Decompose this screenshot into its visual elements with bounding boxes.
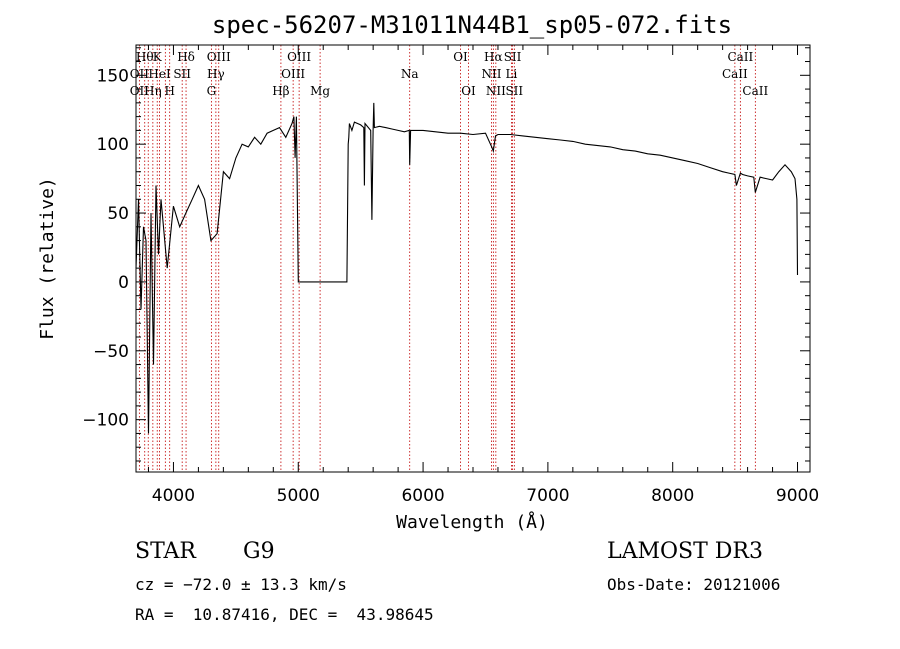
spectral-subclass: G9 bbox=[243, 539, 275, 564]
spectral-line-label: OI bbox=[453, 50, 468, 64]
x-axis-ticks: 4000 5000 6000 7000 8000 9000 bbox=[147, 45, 819, 506]
spectral-line-label: G bbox=[207, 84, 217, 98]
spectral-line-label: Hγ bbox=[207, 67, 225, 81]
spectral-line-label: Hβ bbox=[272, 84, 289, 98]
x-tick-label: 6000 bbox=[401, 486, 444, 506]
spectral-line-label: K bbox=[153, 50, 163, 64]
spectral-line-label: Na bbox=[401, 67, 419, 81]
obs-date: Obs-Date: 20121006 bbox=[607, 575, 781, 594]
x-tick-label: 8000 bbox=[651, 486, 694, 506]
y-tick-label: 50 bbox=[107, 204, 129, 224]
spectral-line-label: NII bbox=[481, 67, 501, 81]
spectral-line-label: OII bbox=[130, 84, 150, 98]
spectral-line-label: Hη bbox=[144, 84, 162, 98]
x-axis-label: Wavelength (Å) bbox=[396, 511, 548, 533]
spectral-line-label: H bbox=[164, 84, 174, 98]
spectral-line-label: Hθ bbox=[136, 50, 154, 64]
spectral-line-label: SII bbox=[505, 84, 523, 98]
ra-dec-coords: RA = 10.87416, DEC = 43.98645 bbox=[135, 605, 434, 624]
y-tick-label: 150 bbox=[97, 66, 129, 86]
y-tick-label: 0 bbox=[118, 273, 129, 293]
y-tick-label: −100 bbox=[82, 411, 129, 431]
spectral-line-label: OIII bbox=[207, 50, 231, 64]
redshift-cz: cz = −72.0 ± 13.3 km/s bbox=[135, 575, 347, 594]
spectral-line-label: CaII bbox=[722, 67, 748, 81]
spectral-line-markers bbox=[138, 45, 756, 472]
plot-frame bbox=[135, 44, 811, 473]
x-tick-label: 7000 bbox=[526, 486, 569, 506]
spectral-line-label: OIII bbox=[287, 50, 311, 64]
y-tick-label: 100 bbox=[97, 135, 129, 155]
spectral-line-label: OIII bbox=[281, 67, 305, 81]
spectral-line-label: Hα bbox=[484, 50, 503, 64]
spectral-line-label: CaII bbox=[727, 50, 753, 64]
y-axis-ticks: −100 −50 0 50 100 150 bbox=[82, 47, 810, 462]
survey-label: LAMOST DR3 bbox=[607, 539, 763, 564]
spectral-line-label: NII bbox=[486, 84, 506, 98]
y-axis-label: Flux (relative) bbox=[37, 177, 58, 340]
y-tick-label: −50 bbox=[93, 342, 129, 362]
spectral-line-label: SII bbox=[504, 50, 522, 64]
spectral-line-label: OII bbox=[130, 67, 150, 81]
spectral-line-label: HeI bbox=[148, 67, 171, 81]
spectral-line-label: Li bbox=[506, 67, 518, 81]
x-tick-label: 4000 bbox=[152, 486, 195, 506]
chart-title: spec-56207-M31011N44B1_sp05-072.fits bbox=[212, 11, 732, 39]
spectral-line-label: Hδ bbox=[177, 50, 195, 64]
x-tick-label: 9000 bbox=[776, 486, 819, 506]
spectrum-line bbox=[135, 102, 799, 434]
spectral-line-label: CaII bbox=[742, 84, 768, 98]
spectral-line-label: OI bbox=[461, 84, 476, 98]
object-class: STAR bbox=[135, 539, 196, 564]
spectral-line-label: Mg bbox=[310, 84, 330, 98]
x-tick-label: 5000 bbox=[277, 486, 320, 506]
spectral-line-label: SII bbox=[173, 67, 191, 81]
